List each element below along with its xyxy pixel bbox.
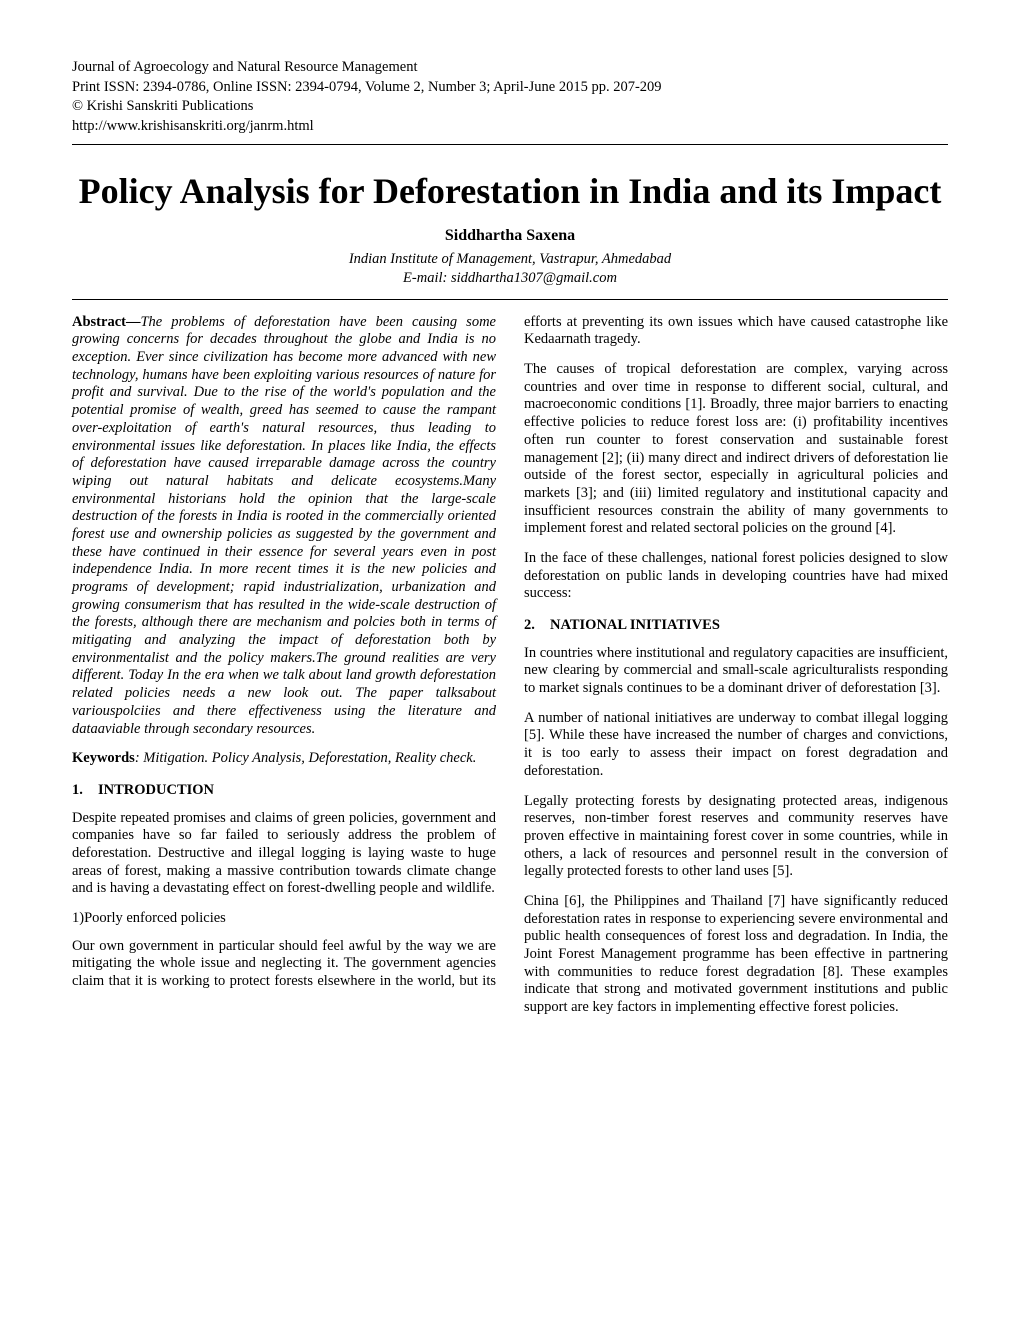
nat-para-1: In countries where institutional and reg… (524, 645, 948, 698)
section-number: 2. (524, 617, 550, 635)
journal-issn: Print ISSN: 2394-0786, Online ISSN: 2394… (72, 78, 948, 98)
section-heading-national-initiatives: 2.NATIONAL INITIATIVES (524, 617, 948, 635)
section-number: 1. (72, 782, 98, 800)
header-rule (72, 144, 948, 145)
article-body: Abstract—The problems of deforestation h… (72, 314, 948, 1017)
abstract-paragraph: Abstract—The problems of deforestation h… (72, 314, 496, 739)
keywords-line: Keywords: Mitigation. Policy Analysis, D… (72, 750, 496, 768)
intro-para-4: In the face of these challenges, nationa… (524, 550, 948, 603)
affiliation-text: Indian Institute of Management, Vastrapu… (349, 251, 671, 267)
section-heading-introduction: 1.INTRODUCTION (72, 782, 496, 800)
nat-para-3: Legally protecting forests by designatin… (524, 793, 948, 881)
author-affiliation: Indian Institute of Management, Vastrapu… (72, 250, 948, 289)
section-title: INTRODUCTION (98, 782, 214, 798)
abstract-text: The problems of deforestation have been … (72, 314, 496, 737)
paper-title: Policy Analysis for Deforestation in Ind… (72, 171, 948, 211)
journal-name: Journal of Agroecology and Natural Resou… (72, 58, 948, 78)
nat-para-4: China [6], the Philippines and Thailand … (524, 893, 948, 1017)
title-rule (72, 299, 948, 300)
author-email: E-mail: siddhartha1307@gmail.com (403, 270, 617, 286)
journal-copyright: © Krishi Sanskriti Publications (72, 97, 948, 117)
intro-subheading-1: 1)Poorly enforced policies (72, 910, 496, 928)
keywords-terms: : Mitigation. Policy Analysis, Deforesta… (135, 750, 476, 766)
keywords-label: Keywords (72, 750, 135, 766)
journal-header: Journal of Agroecology and Natural Resou… (72, 58, 948, 136)
section-title: NATIONAL INITIATIVES (550, 617, 720, 633)
nat-para-2: A number of national initiatives are und… (524, 710, 948, 781)
intro-para-3: The causes of tropical deforestation are… (524, 361, 948, 538)
author-name: Siddhartha Saxena (72, 226, 948, 246)
journal-url: http://www.krishisanskriti.org/janrm.htm… (72, 117, 948, 137)
abstract-label: Abstract— (72, 314, 140, 330)
intro-para-1: Despite repeated promises and claims of … (72, 810, 496, 898)
